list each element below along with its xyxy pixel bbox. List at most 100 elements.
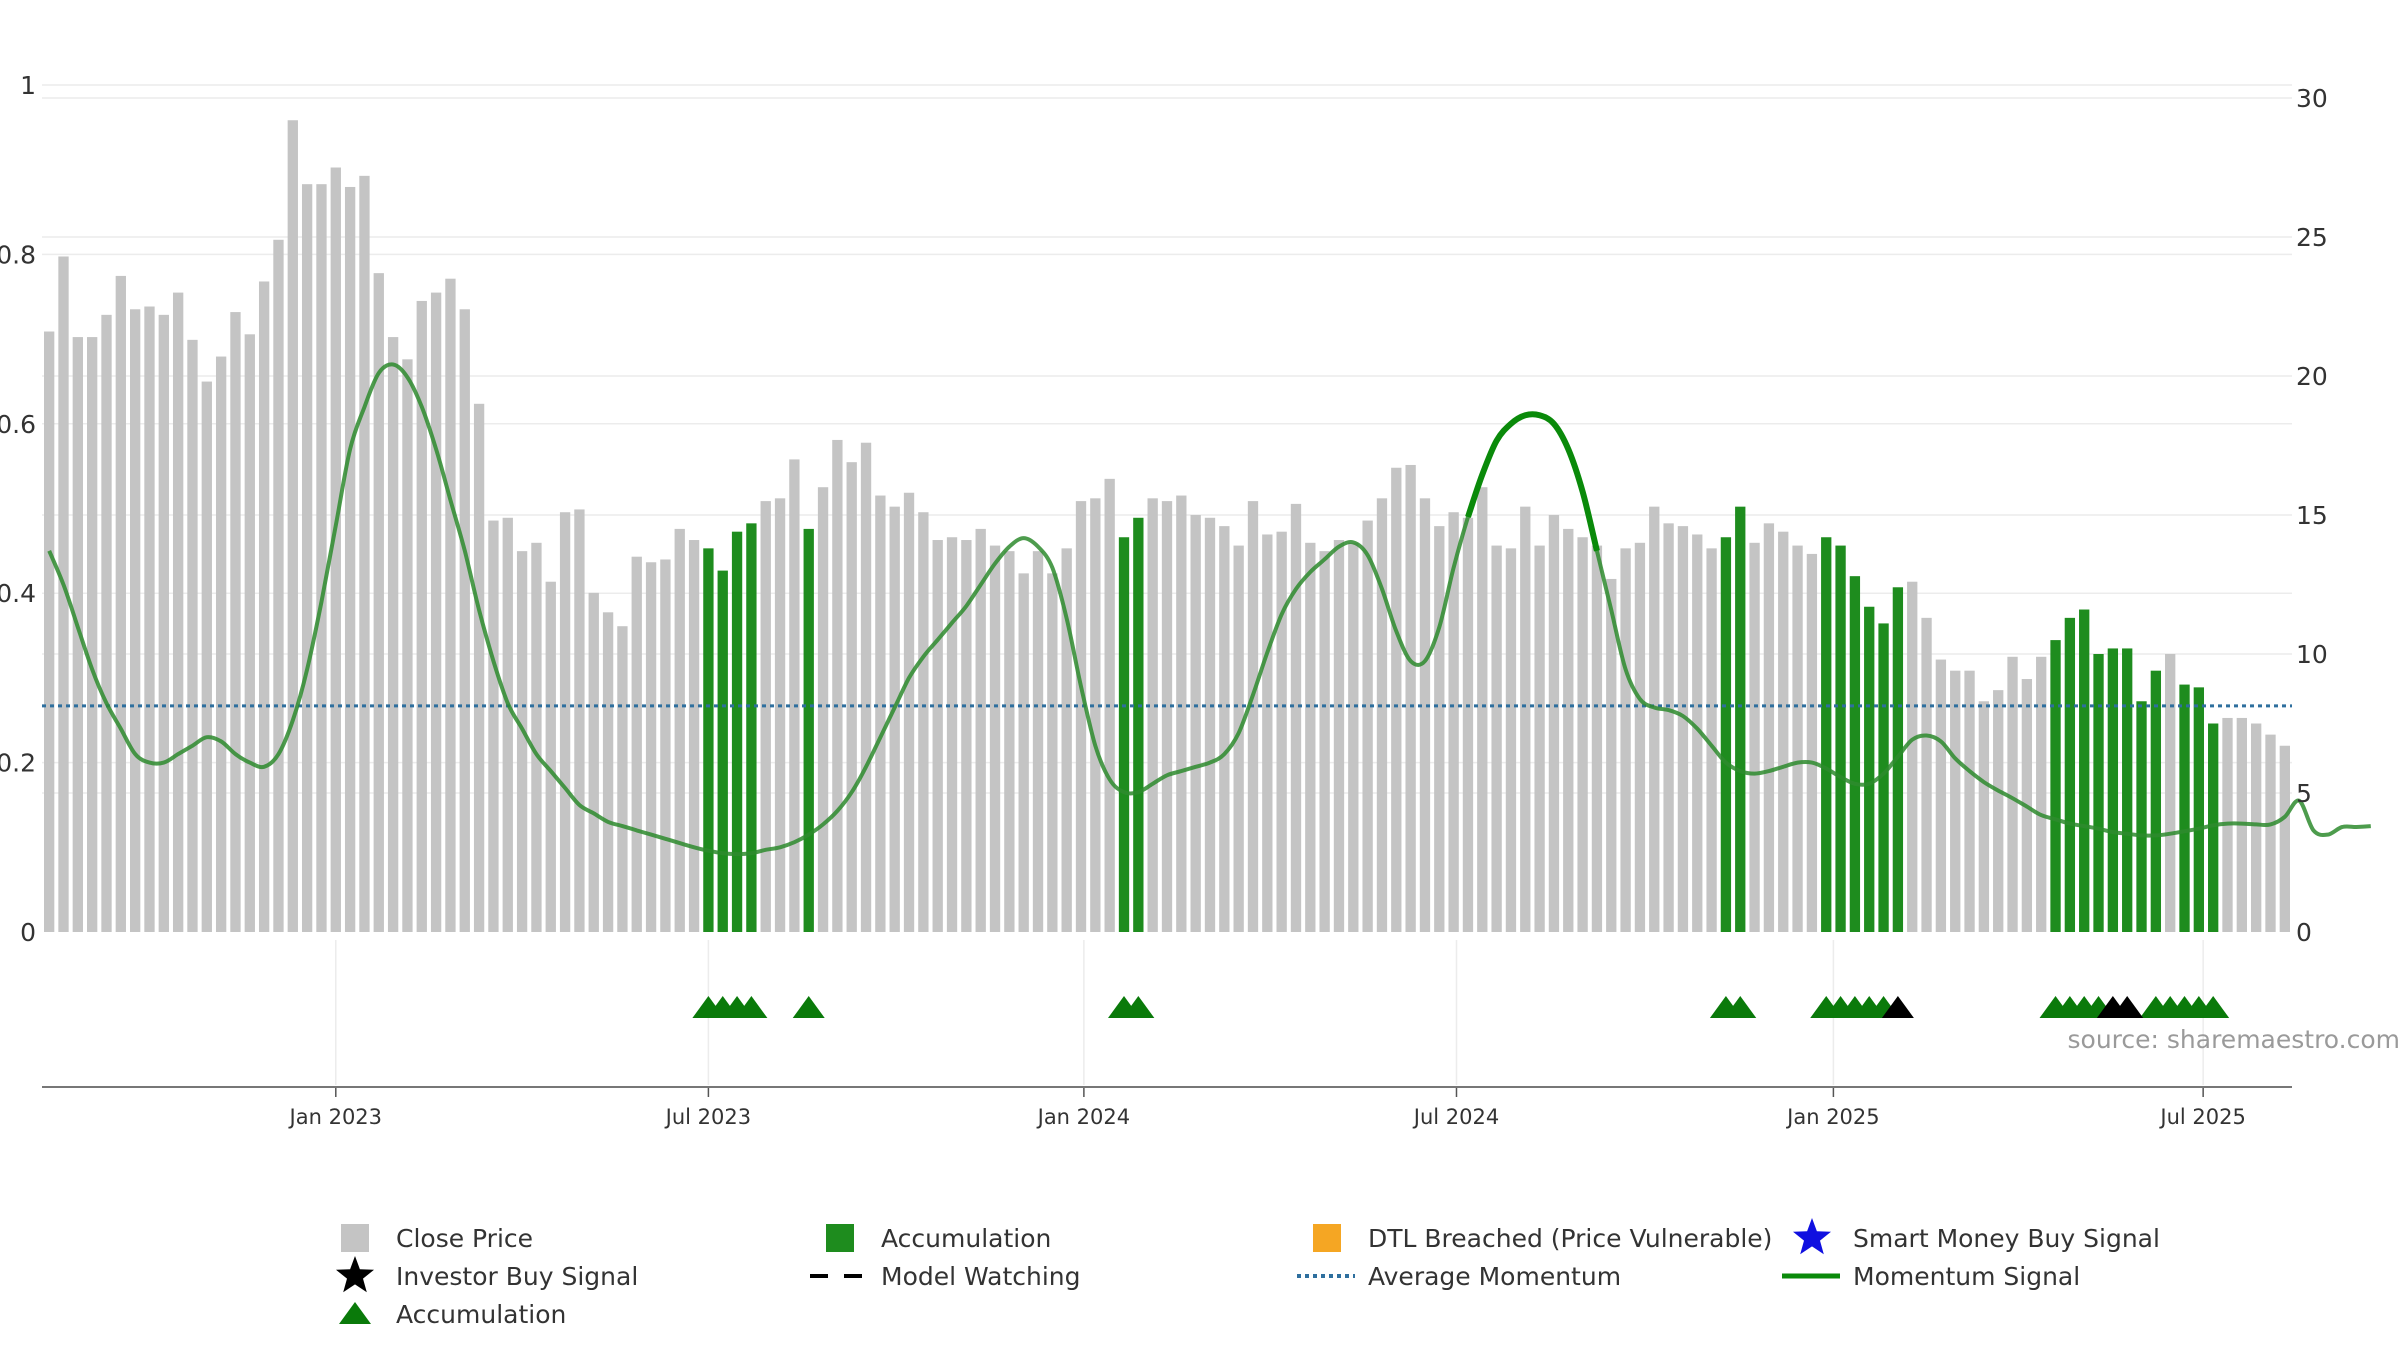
close-price-bar xyxy=(101,315,111,932)
close-price-bar xyxy=(130,309,140,932)
close-price-bar xyxy=(488,521,498,932)
accumulation-bar xyxy=(2108,648,2118,932)
close-price-bar xyxy=(546,582,556,932)
close-price-bar xyxy=(1219,526,1229,932)
close-price-bar xyxy=(560,512,570,932)
legend-symbol-square xyxy=(826,1224,854,1252)
close-price-bar xyxy=(832,440,842,932)
close-price-bar xyxy=(173,293,183,932)
close-price-bar xyxy=(2280,746,2290,932)
close-price-bar xyxy=(589,593,599,932)
accumulation-bar xyxy=(2050,640,2060,932)
accumulation-bar xyxy=(1864,607,1874,932)
close-price-bar xyxy=(1391,468,1401,932)
close-price-bar xyxy=(1635,543,1645,932)
close-price-bar xyxy=(1534,546,1544,932)
close-price-bar xyxy=(345,187,355,932)
close-price-bar xyxy=(1907,582,1917,932)
left-tick-label: 0.6 xyxy=(0,410,36,439)
close-price-bar xyxy=(431,293,441,932)
accumulation-bar xyxy=(1835,546,1845,932)
close-price-bar xyxy=(1405,465,1415,932)
close-price-bar xyxy=(1807,554,1817,932)
close-price-bar xyxy=(316,184,326,932)
close-price-bar xyxy=(1334,540,1344,932)
close-price-bar xyxy=(1506,548,1516,932)
close-price-bar xyxy=(1491,546,1501,932)
close-price-bar xyxy=(933,540,943,932)
close-price-bar xyxy=(1248,501,1258,932)
close-price-bar xyxy=(1549,515,1559,932)
close-price-bar xyxy=(87,337,97,932)
close-price-bar xyxy=(388,337,398,932)
accumulation-bar xyxy=(1133,518,1143,932)
close-price-bar xyxy=(1749,543,1759,932)
close-price-bar xyxy=(875,496,885,932)
close-price-bar xyxy=(1362,521,1372,932)
close-price-bar xyxy=(1577,537,1587,932)
accumulation-bar xyxy=(1721,537,1731,932)
accumulation-bar xyxy=(2122,648,2132,932)
close-price-bar xyxy=(1262,534,1272,932)
legend-symbol-star xyxy=(336,1256,374,1292)
close-price-bar xyxy=(1778,532,1788,932)
right-tick-label: 20 xyxy=(2296,362,2328,391)
left-tick-label: 1 xyxy=(20,71,36,100)
close-price-bar xyxy=(947,537,957,932)
close-price-bar xyxy=(904,493,914,932)
close-price-bar xyxy=(1792,546,1802,932)
close-price-bar xyxy=(302,184,312,932)
close-price-bar xyxy=(1921,618,1931,932)
close-price-bar xyxy=(660,559,670,932)
close-price-bar xyxy=(1076,501,1086,932)
close-price-bar xyxy=(1979,701,1989,932)
close-price-bar xyxy=(474,404,484,932)
close-price-bar xyxy=(1205,518,1215,932)
close-price-bar xyxy=(603,612,613,932)
accumulation-bar xyxy=(2136,701,2146,932)
right-tick-label: 25 xyxy=(2296,223,2328,252)
close-price-bar xyxy=(1420,498,1430,932)
close-price-bar xyxy=(402,359,412,932)
close-price-bar xyxy=(675,529,685,932)
close-price-bar xyxy=(187,340,197,932)
accumulation-bar xyxy=(2194,687,2204,932)
close-price-bar xyxy=(460,309,470,932)
source-label: source: sharemaestro.com xyxy=(2068,1025,2400,1054)
right-tick-label: 5 xyxy=(2296,779,2312,808)
x-tick-label: Jan 2024 xyxy=(1036,1105,1131,1129)
legend-label: Average Momentum xyxy=(1368,1262,1621,1291)
close-price-bar xyxy=(918,512,928,932)
close-price-bar xyxy=(617,626,627,932)
close-price-bar xyxy=(1319,551,1329,932)
close-price-bar xyxy=(230,312,240,932)
close-price-bar xyxy=(2265,735,2275,932)
close-price-bar xyxy=(1377,498,1387,932)
close-price-bar xyxy=(1649,507,1659,932)
close-price-bar xyxy=(1033,551,1043,932)
close-price-bar xyxy=(1162,501,1172,932)
close-price-bar xyxy=(1047,573,1057,932)
close-price-bar xyxy=(1936,660,1946,932)
close-price-bar xyxy=(1663,523,1673,932)
close-price-bar xyxy=(1950,671,1960,932)
accumulation-bar xyxy=(1735,507,1745,932)
close-price-bar xyxy=(273,240,283,932)
close-price-bar xyxy=(202,382,212,932)
accumulation-bar xyxy=(732,532,742,932)
accumulation-bar xyxy=(2079,610,2089,932)
x-tick-label: Jul 2024 xyxy=(1412,1105,1499,1129)
close-price-bar xyxy=(818,487,828,932)
accumulation-bar xyxy=(1821,537,1831,932)
price-bars xyxy=(44,120,2290,932)
close-price-bar xyxy=(1563,529,1573,932)
close-price-bar xyxy=(1291,504,1301,932)
close-price-bar xyxy=(1620,548,1630,932)
legend-label: Close Price xyxy=(396,1224,533,1253)
close-price-bar xyxy=(1520,507,1530,932)
event-markers xyxy=(692,996,2229,1018)
close-price-bar xyxy=(1276,532,1286,932)
